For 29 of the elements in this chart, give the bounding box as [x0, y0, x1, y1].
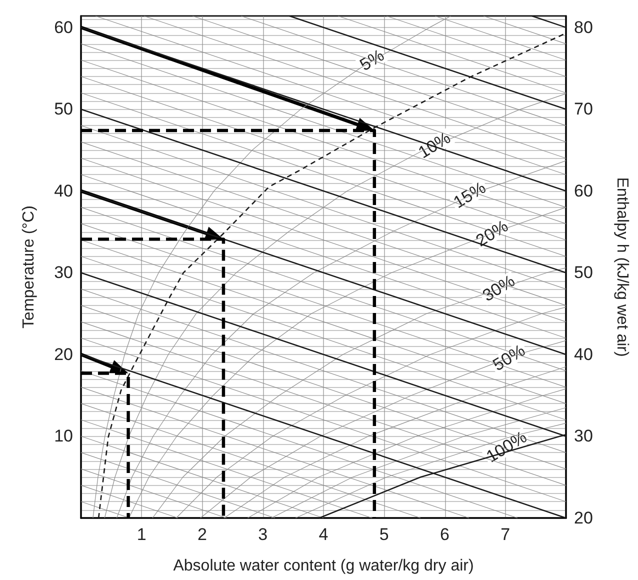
y2-tick-label: 50: [574, 263, 593, 282]
x-tick-label: 6: [440, 525, 450, 544]
y2-tick-label: 20: [574, 508, 593, 528]
x-tick-label: 3: [258, 525, 268, 544]
y-tick-label: 60: [54, 18, 73, 37]
y2-tick-label: 70: [574, 100, 593, 119]
x-tick-label: 1: [136, 525, 146, 544]
y2-tick-label: 80: [574, 18, 593, 37]
annotation: 5%: [356, 46, 388, 75]
y2-tick-label: 60: [574, 181, 593, 200]
y-tick-label: 20: [54, 344, 73, 364]
x-tick-label: 4: [318, 525, 328, 544]
y2-axis-title: Enthalpy h (kJ/kg wet air): [614, 177, 630, 357]
y-tick-label: 50: [54, 100, 73, 119]
y2-tick-label: 30: [574, 426, 593, 446]
x-tick-label: 5: [379, 525, 389, 544]
annotation: 30%: [479, 271, 518, 306]
y-tick-label: 10: [54, 426, 73, 446]
y2-tick-label: 40: [574, 344, 593, 364]
annotation: 10%: [414, 128, 454, 162]
annotation: 50%: [490, 340, 528, 375]
x-tick-label: 7: [500, 525, 510, 544]
y-tick-label: 30: [54, 263, 73, 282]
annotation: 15%: [450, 178, 490, 212]
x-tick-label: 2: [198, 525, 207, 544]
y-axis-title: Temperature (°C): [20, 206, 38, 328]
annotation: 20%: [472, 216, 512, 250]
y-tick-label: 40: [54, 181, 73, 200]
x-axis-title: Absolute water content (g water/kg dry air): [173, 558, 474, 574]
